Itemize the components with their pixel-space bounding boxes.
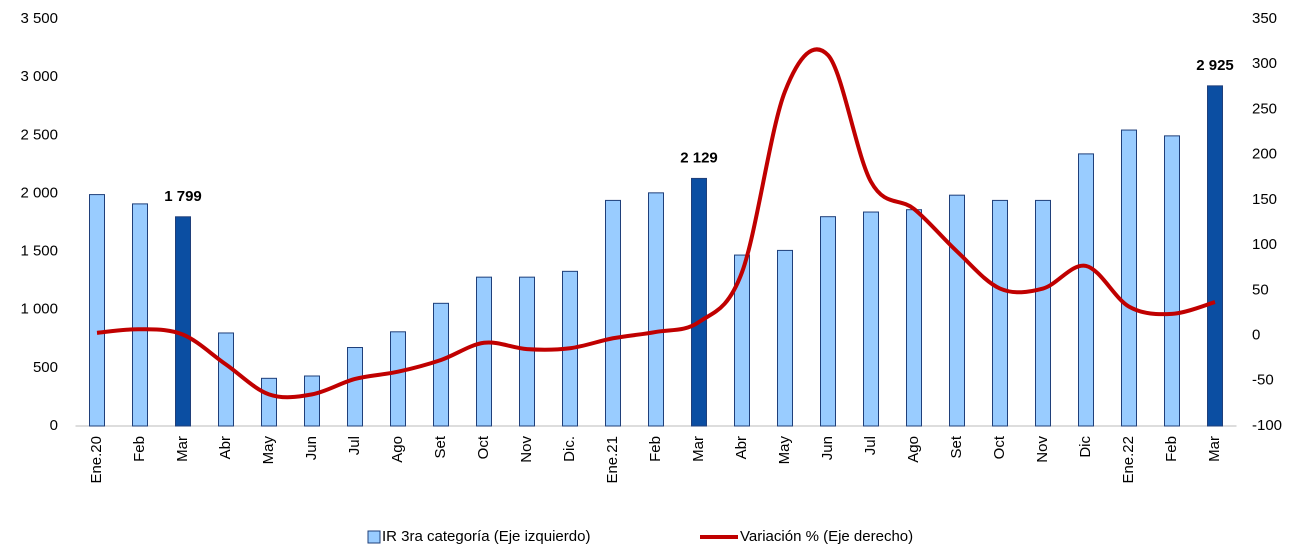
bar [390,331,406,427]
legend-label: IR 3ra categoría (Eje izquierdo) [382,528,590,545]
y2-tick-label: 50 [1252,281,1269,298]
bar [777,249,793,427]
x-tick-label: Ago [389,436,406,463]
x-tick-label: Ene.20 [88,436,105,484]
bar [519,276,535,427]
x-tick-label: Oct [991,435,1008,459]
x-tick-label: Feb [647,436,664,462]
bar [261,377,277,427]
x-tick-label: Dic [1077,436,1094,458]
x-tick-label: May [776,436,793,465]
x-tick-label: Nov [518,436,535,463]
x-tick-label: Jul [346,436,363,455]
x-tick-label: Jun [303,436,320,460]
x-tick-label: Set [432,435,449,458]
bar [1078,153,1094,427]
x-tick-label: Dic. [561,436,578,462]
y2-tick-label: 100 [1252,236,1277,253]
x-tick-label: Abr [217,436,234,459]
y-tick-label: 1 000 [20,301,58,318]
bar [89,194,105,427]
x-tick-label: Nov [1034,436,1051,463]
y2-tick-label: 250 [1252,100,1277,117]
x-tick-label: Mar [174,436,191,462]
y-tick-label: 2 500 [20,126,58,143]
x-tick-label: May [260,436,277,465]
bar [1121,129,1137,427]
bar [605,199,621,427]
x-tick-label: Abr [733,436,750,459]
bar [1035,199,1051,427]
x-tick-label: Jun [819,436,836,460]
x-tick-label: Mar [1206,436,1223,462]
x-tick-label: Mar [690,436,707,462]
bar [691,177,707,427]
bar [734,254,750,427]
x-tick-label: Feb [131,436,148,462]
bar [820,216,836,427]
x-tick-label: Feb [1163,436,1180,462]
value-label: 2 925 [1196,57,1234,74]
bar [218,332,234,427]
x-tick-label: Oct [475,435,492,459]
x-tick-label: Ago [905,436,922,463]
y2-tick-label: 300 [1252,55,1277,72]
bar [1164,135,1180,427]
x-tick-label: Ene.22 [1120,436,1137,484]
y-tick-label: 500 [33,359,58,376]
y2-tick-label: -50 [1252,372,1274,389]
x-tick-label: Jul [862,436,879,455]
y-tick-label: 3 500 [20,10,58,27]
bar [476,276,492,427]
legend-swatch [367,530,381,544]
bar [175,216,191,427]
value-label: 2 129 [680,149,718,166]
bar [949,194,965,427]
y-tick-label: 0 [50,417,58,434]
bar [433,302,449,427]
x-tick-label: Ene.21 [604,436,621,484]
bar [304,375,320,427]
bar [906,209,922,427]
line [96,47,1216,400]
bar [132,203,148,427]
legend-label: Variación % (Eje derecho) [740,528,913,545]
y2-tick-label: 150 [1252,191,1277,208]
bar [1207,85,1223,427]
y2-tick-label: 200 [1252,146,1277,163]
value-label: 1 799 [164,188,202,205]
y-tick-label: 2 000 [20,184,58,201]
y2-tick-label: 0 [1252,327,1260,344]
bar [863,211,879,427]
bar [347,347,363,427]
bar [648,192,664,427]
y2-tick-label: -100 [1252,417,1282,434]
y-tick-label: 3 000 [20,68,58,85]
y2-tick-label: 350 [1252,10,1277,27]
bar [992,199,1008,427]
x-tick-label: Set [948,435,965,458]
y-tick-label: 1 500 [20,243,58,260]
